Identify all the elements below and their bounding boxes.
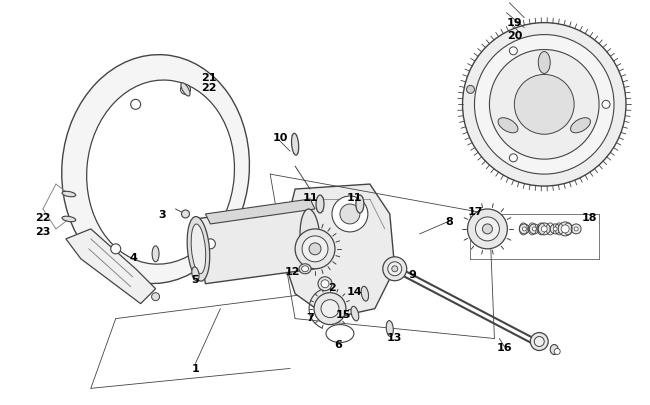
Circle shape — [551, 224, 560, 234]
Text: 22: 22 — [201, 83, 216, 93]
Text: 7: 7 — [306, 312, 314, 322]
Circle shape — [321, 280, 329, 288]
Ellipse shape — [291, 134, 299, 156]
Circle shape — [489, 50, 599, 160]
Text: 2: 2 — [328, 282, 336, 292]
Ellipse shape — [62, 192, 76, 197]
Circle shape — [519, 224, 529, 234]
Text: 4: 4 — [130, 252, 138, 262]
Ellipse shape — [551, 345, 558, 355]
Text: 3: 3 — [159, 209, 166, 220]
Circle shape — [181, 85, 190, 95]
Circle shape — [534, 337, 544, 347]
Ellipse shape — [302, 266, 309, 272]
Circle shape — [463, 23, 626, 187]
Circle shape — [602, 101, 610, 109]
Circle shape — [523, 227, 526, 231]
Circle shape — [205, 239, 215, 249]
Circle shape — [510, 154, 517, 162]
Circle shape — [181, 211, 189, 218]
Circle shape — [151, 293, 159, 301]
Text: 19: 19 — [506, 17, 522, 28]
Polygon shape — [196, 205, 315, 284]
Ellipse shape — [498, 118, 518, 134]
Circle shape — [318, 277, 332, 291]
Circle shape — [474, 36, 614, 175]
Circle shape — [571, 224, 581, 234]
Circle shape — [321, 300, 339, 318]
Circle shape — [340, 205, 360, 224]
Ellipse shape — [181, 83, 190, 97]
Text: 5: 5 — [192, 274, 200, 284]
Polygon shape — [205, 200, 315, 224]
Circle shape — [510, 48, 517, 55]
Circle shape — [476, 217, 499, 241]
Ellipse shape — [191, 224, 205, 274]
Text: 1: 1 — [192, 364, 200, 373]
Circle shape — [392, 266, 398, 272]
Circle shape — [467, 86, 474, 94]
Circle shape — [314, 293, 346, 325]
Ellipse shape — [192, 267, 199, 281]
Ellipse shape — [571, 118, 590, 134]
Ellipse shape — [299, 264, 311, 274]
Circle shape — [467, 209, 508, 249]
Text: 15: 15 — [335, 309, 350, 319]
Circle shape — [558, 222, 572, 236]
Ellipse shape — [187, 217, 210, 281]
Circle shape — [538, 224, 551, 235]
Text: 22: 22 — [35, 213, 51, 222]
Circle shape — [514, 75, 574, 135]
Circle shape — [295, 229, 335, 269]
Ellipse shape — [86, 81, 235, 264]
Text: 9: 9 — [409, 269, 417, 279]
Circle shape — [332, 196, 368, 232]
Circle shape — [309, 243, 321, 255]
Circle shape — [553, 227, 557, 231]
Text: 23: 23 — [35, 226, 51, 236]
Text: 20: 20 — [506, 30, 522, 40]
Text: 17: 17 — [468, 207, 483, 216]
Circle shape — [388, 262, 402, 276]
Circle shape — [554, 349, 560, 355]
Circle shape — [574, 227, 578, 231]
Ellipse shape — [351, 307, 359, 321]
Circle shape — [482, 224, 493, 234]
Text: 14: 14 — [347, 286, 363, 296]
Circle shape — [302, 236, 328, 262]
Text: 16: 16 — [497, 342, 512, 352]
Text: 10: 10 — [272, 133, 288, 143]
Circle shape — [530, 333, 548, 351]
Text: 11: 11 — [347, 192, 363, 202]
Ellipse shape — [316, 196, 324, 213]
Ellipse shape — [152, 246, 159, 262]
Circle shape — [111, 244, 121, 254]
Circle shape — [529, 224, 539, 234]
Ellipse shape — [62, 55, 250, 284]
Text: 6: 6 — [334, 339, 342, 349]
Ellipse shape — [361, 287, 369, 301]
Circle shape — [541, 226, 547, 232]
Ellipse shape — [538, 52, 551, 74]
Text: 8: 8 — [446, 216, 454, 226]
Ellipse shape — [62, 217, 76, 222]
Circle shape — [532, 227, 536, 231]
Text: 13: 13 — [387, 332, 402, 342]
Polygon shape — [66, 229, 155, 304]
Text: 11: 11 — [302, 192, 318, 202]
Text: 18: 18 — [581, 213, 597, 222]
Text: 12: 12 — [284, 266, 300, 276]
Polygon shape — [280, 185, 395, 319]
Ellipse shape — [326, 325, 354, 343]
Ellipse shape — [386, 321, 393, 337]
Circle shape — [131, 100, 140, 110]
Ellipse shape — [356, 196, 364, 213]
Circle shape — [561, 225, 569, 233]
Ellipse shape — [300, 209, 320, 269]
Circle shape — [383, 257, 407, 281]
Text: 21: 21 — [201, 73, 216, 83]
